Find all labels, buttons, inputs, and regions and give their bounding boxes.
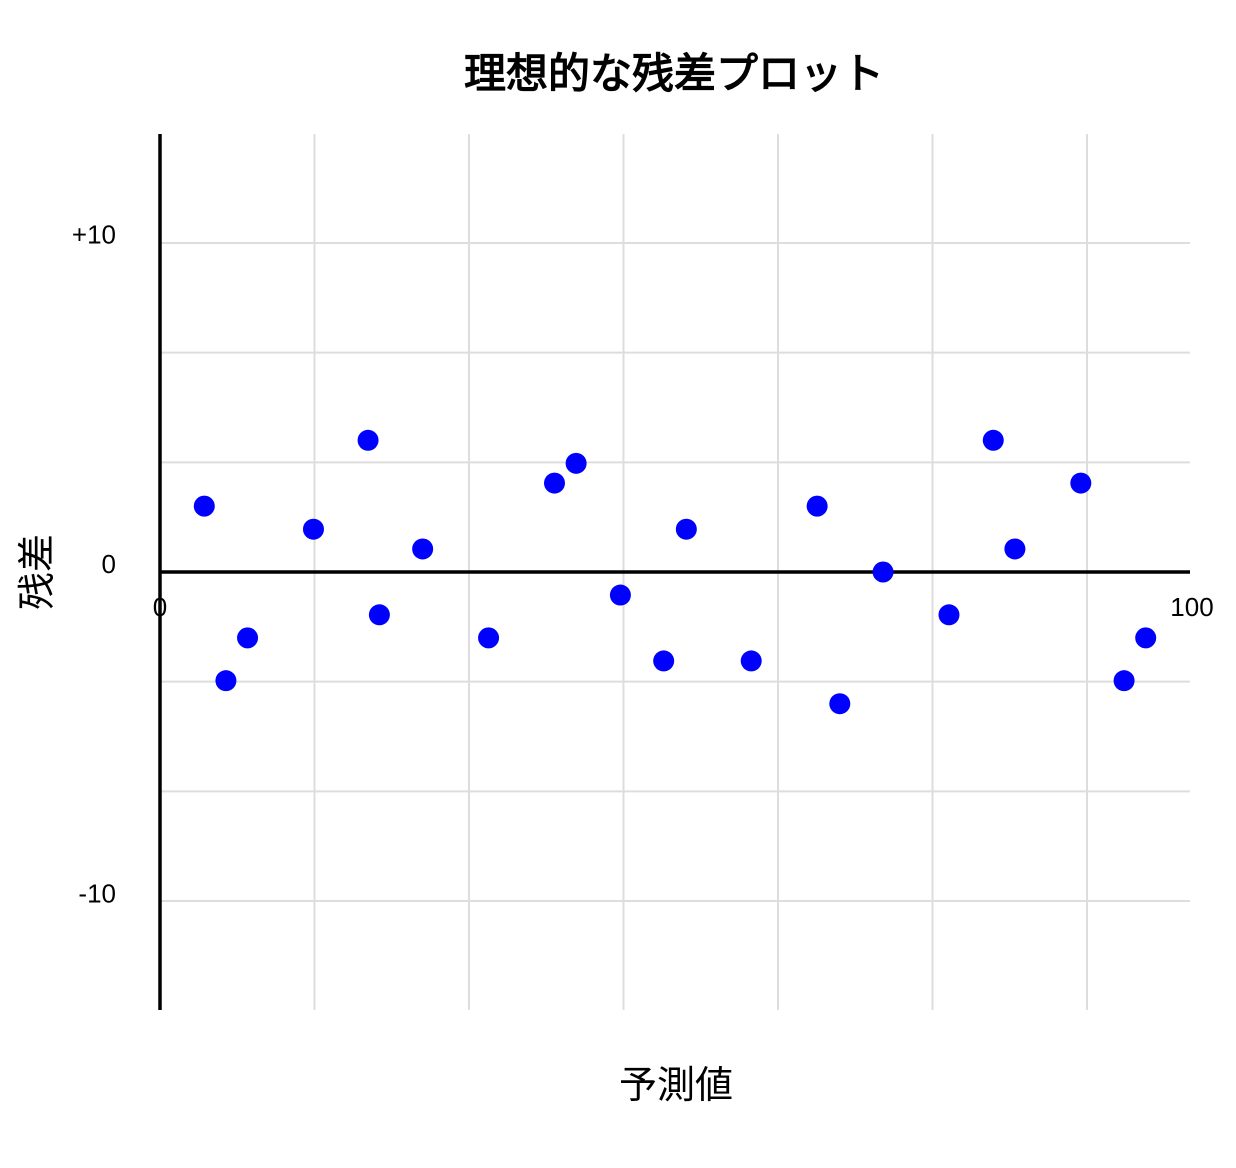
- data-point: [872, 561, 894, 583]
- data-points: [193, 429, 1157, 715]
- data-point: [357, 429, 379, 451]
- data-point: [740, 650, 762, 672]
- tick-labels: +10 0 -10 0 100: [72, 220, 1214, 909]
- data-point: [543, 472, 565, 494]
- data-point: [653, 650, 675, 672]
- data-point: [302, 518, 324, 540]
- data-point: [1135, 627, 1157, 649]
- x-axis-label: 予測値: [619, 1063, 733, 1107]
- y-tick-label: +10: [72, 220, 116, 250]
- axes: [158, 134, 1190, 1010]
- data-point: [938, 604, 960, 626]
- y-tick-label: -10: [78, 878, 116, 908]
- data-point: [806, 495, 828, 517]
- data-point: [565, 452, 587, 474]
- chart-title: 理想的な残差プロット: [464, 49, 884, 98]
- data-point: [237, 627, 259, 649]
- x-tick-label: 100: [1170, 592, 1213, 622]
- data-point: [829, 693, 851, 715]
- data-point: [982, 429, 1004, 451]
- data-point: [609, 584, 631, 606]
- y-axis-label: 残差: [15, 534, 59, 610]
- data-point: [1113, 670, 1135, 692]
- y-tick-label: 0: [102, 549, 116, 579]
- data-point: [215, 670, 237, 692]
- data-point: [1004, 538, 1026, 560]
- data-point: [368, 604, 390, 626]
- data-point: [675, 518, 697, 540]
- data-point: [478, 627, 500, 649]
- data-point: [412, 538, 434, 560]
- data-point: [193, 495, 215, 517]
- data-point: [1070, 472, 1092, 494]
- x-tick-label: 0: [153, 592, 167, 622]
